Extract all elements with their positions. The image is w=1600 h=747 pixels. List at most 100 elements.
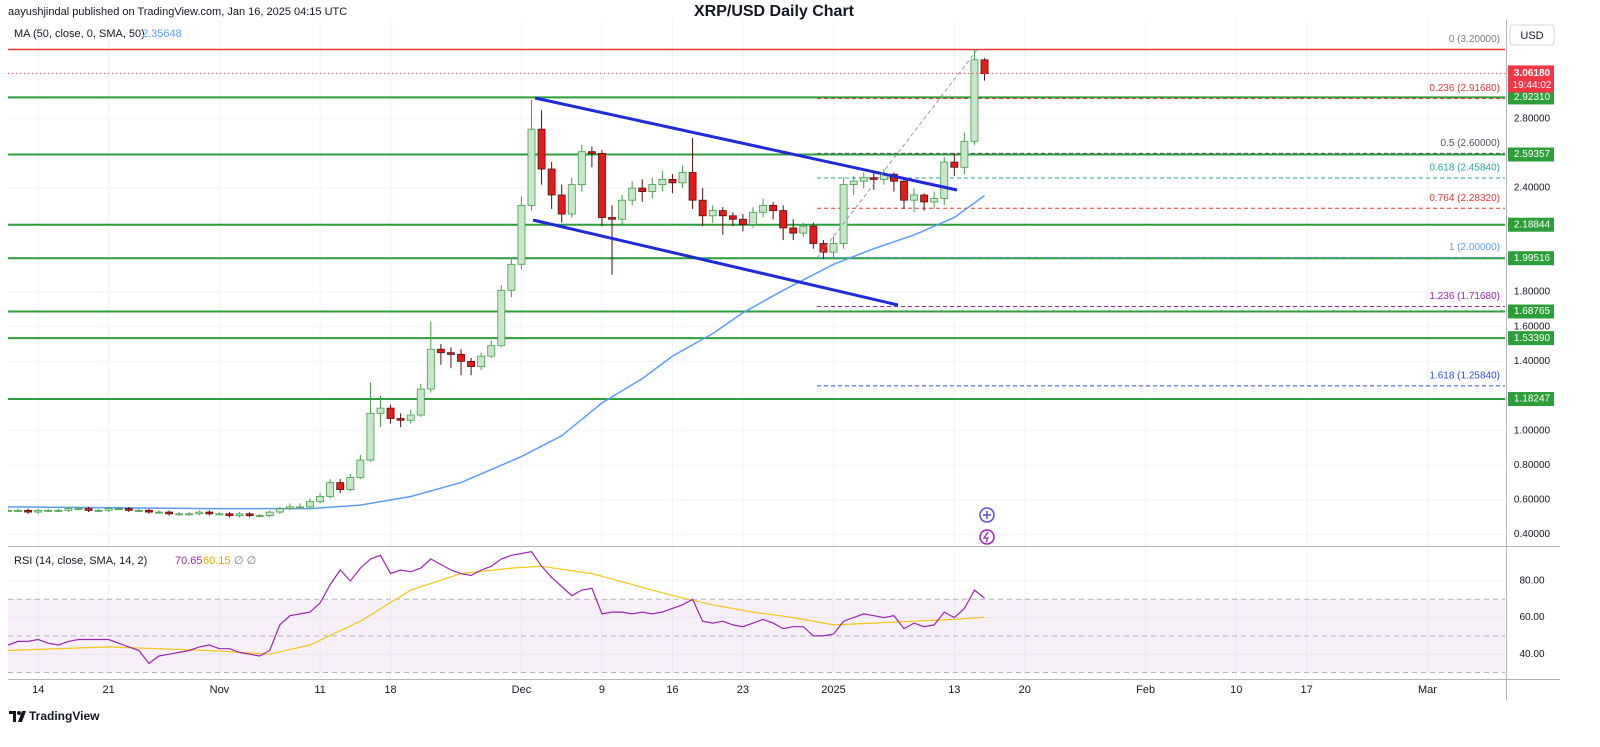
candle-body <box>759 204 767 213</box>
candle-body <box>346 477 355 490</box>
x-tick-label: Feb <box>1136 684 1155 696</box>
candle-body <box>749 211 757 225</box>
candle-body <box>728 215 737 220</box>
x-tick-label: 13 <box>948 684 960 696</box>
fib-label: 0.618 (2.45840) <box>1429 163 1500 174</box>
level-tag-label: 2.92310 <box>1514 92 1551 103</box>
candle-body <box>296 506 304 509</box>
level-tag-label: 1.99516 <box>1514 253 1551 264</box>
level-tag <box>1508 392 1554 407</box>
x-tick-label: 23 <box>737 684 749 696</box>
rsi-tick-label: 40.00 <box>1519 649 1544 660</box>
y-tick-label: 2.40000 <box>1514 183 1551 194</box>
candle-body <box>708 210 717 217</box>
candle-body <box>869 177 878 180</box>
candle-body <box>769 204 778 211</box>
candle-body <box>900 180 908 201</box>
x-tick-label: 9 <box>599 684 605 696</box>
candle-body <box>145 509 153 513</box>
candle-body <box>376 407 385 414</box>
candle-body <box>416 388 425 416</box>
candle-body <box>940 161 949 199</box>
candle-body <box>648 184 657 192</box>
x-tick-label: Mar <box>1418 684 1437 696</box>
event-icon[interactable] <box>979 529 995 545</box>
candle-body <box>859 177 868 182</box>
x-tick-label: 20 <box>1019 684 1031 696</box>
candle-body <box>587 151 596 154</box>
candle-body <box>618 199 627 220</box>
level-tag-label: 2.18844 <box>1514 219 1551 230</box>
level-tag <box>1508 251 1554 266</box>
level-tag-label: 2.59357 <box>1514 149 1551 160</box>
x-tick-label: 17 <box>1301 684 1313 696</box>
candle-body <box>285 506 294 510</box>
candle-body <box>567 184 576 215</box>
rsi-legend: RSI (14, close, SMA, 14, 2) <box>14 555 147 567</box>
level-tag <box>1508 90 1554 105</box>
y-tick-label: 2.80000 <box>1514 113 1551 124</box>
candle-body <box>155 511 163 514</box>
brand-logo-dot <box>17 711 21 715</box>
currency-button[interactable] <box>1509 24 1555 46</box>
brand-logo <box>9 711 26 722</box>
x-tick-label: 21 <box>103 684 115 696</box>
candle-body <box>336 482 345 490</box>
level-tag <box>1508 147 1554 162</box>
level-tag <box>1508 217 1554 232</box>
candle-body <box>84 508 93 511</box>
candle-body <box>598 153 606 218</box>
rsi-flags: ∅ ∅ <box>234 555 256 567</box>
last-price-tag <box>1508 65 1554 93</box>
candle-body <box>14 509 22 512</box>
level-tag-label: 1.68765 <box>1514 306 1551 317</box>
add-icon-glyph <box>983 511 991 519</box>
rsi-tick-label: 60.00 <box>1519 612 1544 623</box>
candle-body <box>527 128 536 206</box>
x-tick-label: 14 <box>32 684 44 696</box>
fib-trend-line <box>816 49 978 259</box>
candle-body <box>54 509 63 512</box>
candle-body <box>477 355 486 367</box>
candle-body <box>930 198 939 203</box>
moving-average <box>8 194 985 510</box>
candle-body <box>386 407 395 419</box>
currency: USD <box>1520 30 1543 42</box>
candle-body <box>849 180 858 186</box>
candle-body <box>8 509 12 512</box>
axes: 14 21 Nov 11 18 Dec 9 16 23 2025 13 20 Feb 10 17 Mar 2.8… <box>32 65 1554 696</box>
candle-body <box>970 59 979 142</box>
x-tick-label: Dec <box>512 684 532 696</box>
candle-body <box>457 354 465 362</box>
candle-body <box>920 194 929 203</box>
candle-body <box>124 508 133 511</box>
rsi-line <box>8 551 985 665</box>
fib-label: 0.5 (2.60000) <box>1441 138 1501 149</box>
candle-body <box>306 501 314 508</box>
candle-body <box>950 161 959 168</box>
rsi-sma-legend-value: 60.15 <box>203 555 231 567</box>
candle-body <box>275 508 284 513</box>
level-tag <box>1508 304 1554 319</box>
brand-name: TradingView <box>29 709 100 723</box>
candle-body <box>64 508 73 511</box>
candle-body <box>175 513 184 516</box>
candle-body <box>638 187 647 192</box>
x-tick-label: Nov <box>210 684 230 696</box>
candle-body <box>668 179 677 184</box>
trend-line <box>532 218 899 307</box>
rsi-pane <box>8 551 1505 674</box>
candle-body <box>628 187 637 201</box>
candle-body <box>44 509 53 512</box>
x-tick-label: 16 <box>666 684 678 696</box>
y-tick-label: 1.40000 <box>1514 356 1551 367</box>
grid <box>8 20 1505 678</box>
drawings <box>532 49 978 307</box>
candle-body <box>910 194 918 201</box>
candle-body <box>426 348 435 390</box>
brand: TradingView <box>9 709 100 723</box>
y-tick-label: 0.80000 <box>1514 460 1551 471</box>
candle-body <box>366 412 375 461</box>
candle-body <box>839 184 848 244</box>
